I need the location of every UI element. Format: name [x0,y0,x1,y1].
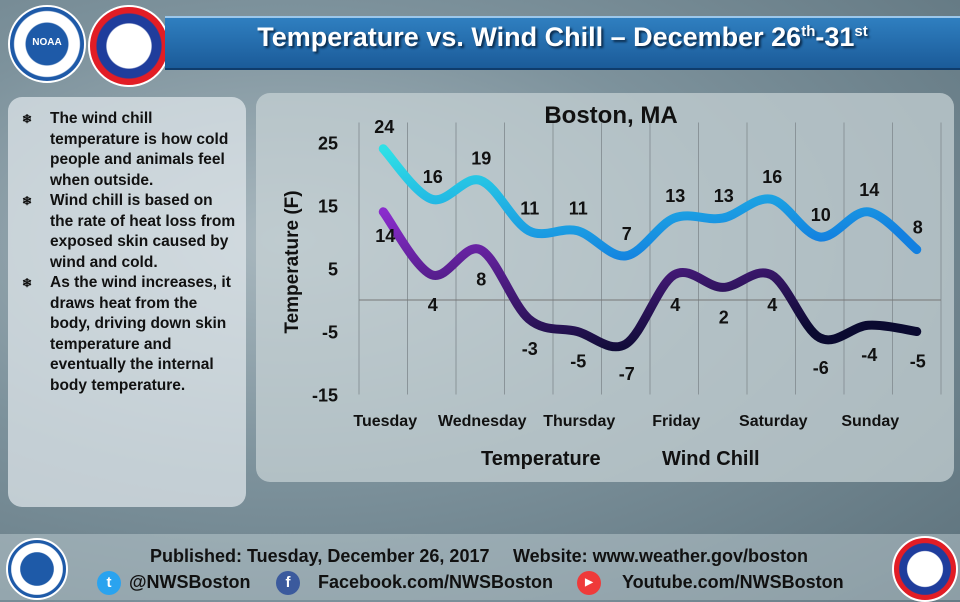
data-label: 16 [762,167,782,187]
data-label: 8 [913,218,923,238]
x-tick-label: Friday [652,413,700,430]
info-panel: ❄ The wind chill temperature is how cold … [8,97,246,507]
nws-logo-footer [892,536,958,602]
title-banner [165,16,960,70]
y-axis-label: Temperature (F) [282,190,303,333]
data-label: 19 [471,148,491,168]
info-item: ❄ As the wind increases, it draws heat fr… [22,274,231,394]
data-label: -7 [619,364,635,384]
data-label: 14 [859,180,879,200]
y-tick-label: 5 [328,260,338,280]
header: NOAA Temperature vs. Wind Chill – Decemb… [0,0,960,87]
data-label: 16 [423,167,443,187]
data-label: -3 [522,339,538,359]
data-label: 10 [811,205,831,225]
chart-panel [256,93,954,482]
chart-title: Boston, MA [544,102,677,129]
x-tick-label: Thursday [543,413,615,430]
data-label: 11 [520,199,539,219]
info-item: ❄ Wind chill is based on the rate of heat… [22,192,236,271]
data-label: 13 [665,186,685,206]
y-tick-label: -5 [322,323,338,343]
footer: Published: Tuesday, December 26, 2017 We… [0,534,960,602]
series-line-wind-chill [378,207,922,352]
data-label: 2 [719,307,729,327]
youtube-icon: ▶ [577,571,601,595]
legend-label: Wind Chill [662,448,760,470]
data-label: 14 [375,226,395,246]
data-label: -5 [910,352,926,372]
series-line-temperature [378,144,922,261]
twitter-link[interactable]: @NWSBoston [129,572,251,592]
noaa-logo-footer [6,538,68,600]
data-label: 8 [476,270,486,290]
x-tick-label: Saturday [739,413,808,430]
x-tick-label: Tuesday [353,413,417,430]
nws-logo [88,5,170,87]
legend-label: Temperature [481,448,601,470]
snowflake-icon: ❄ [22,112,33,126]
x-tick-label: Sunday [841,413,899,430]
data-label: -4 [861,345,877,365]
page-title: Temperature vs. Wind Chill – December 26… [257,22,868,52]
y-tick-label: 25 [318,134,338,154]
y-tick-label: -15 [312,386,338,406]
noaa-logo: NOAA [8,5,86,83]
data-label: 7 [622,224,632,244]
facebook-link[interactable]: Facebook.com/NWSBoston [318,572,554,592]
data-label: -6 [813,358,829,378]
twitter-icon: t [97,571,121,595]
website-link[interactable]: Website: www.weather.gov/boston [513,546,809,566]
data-label: 4 [670,295,680,315]
youtube-link[interactable]: Youtube.com/NWSBoston [622,572,844,592]
facebook-icon: f [276,571,300,595]
published-date: Published: Tuesday, December 26, 2017 [150,546,490,566]
snowflake-icon: ❄ [22,194,33,208]
info-item: ❄ The wind chill temperature is how cold … [22,110,229,189]
snowflake-icon: ❄ [22,276,33,290]
data-label: -5 [570,352,586,372]
data-label: 11 [569,199,588,219]
data-label: 24 [374,117,394,137]
data-label: 13 [714,186,734,206]
data-label: 4 [428,295,438,315]
data-label: 4 [767,295,777,315]
y-tick-label: 15 [318,197,338,217]
x-tick-label: Wednesday [438,413,527,430]
